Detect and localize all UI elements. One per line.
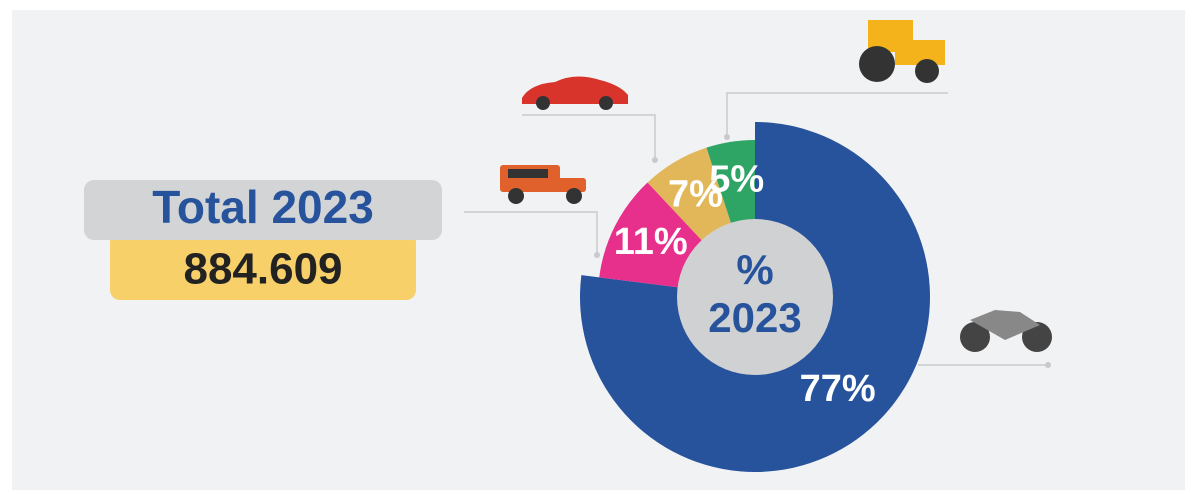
total-value: 884.609: [183, 245, 342, 294]
center-label: %: [736, 246, 773, 293]
value-label: 77%: [800, 368, 876, 410]
value-label: 11%: [614, 221, 688, 263]
center-label: 2023: [708, 294, 801, 341]
leader-dot: [652, 157, 658, 163]
leader-dot: [594, 252, 600, 258]
total-label: Total 2023: [152, 181, 374, 233]
value-label: 5%: [709, 158, 764, 200]
chart: Total 2023 884.609 77%11%7%5%%2023: [0, 0, 1195, 494]
leader-dot: [1045, 362, 1051, 368]
page: Total 2023 884.609 77%11%7%5%%2023 (() =…: [0, 0, 1195, 494]
leader-dot: [724, 134, 730, 140]
